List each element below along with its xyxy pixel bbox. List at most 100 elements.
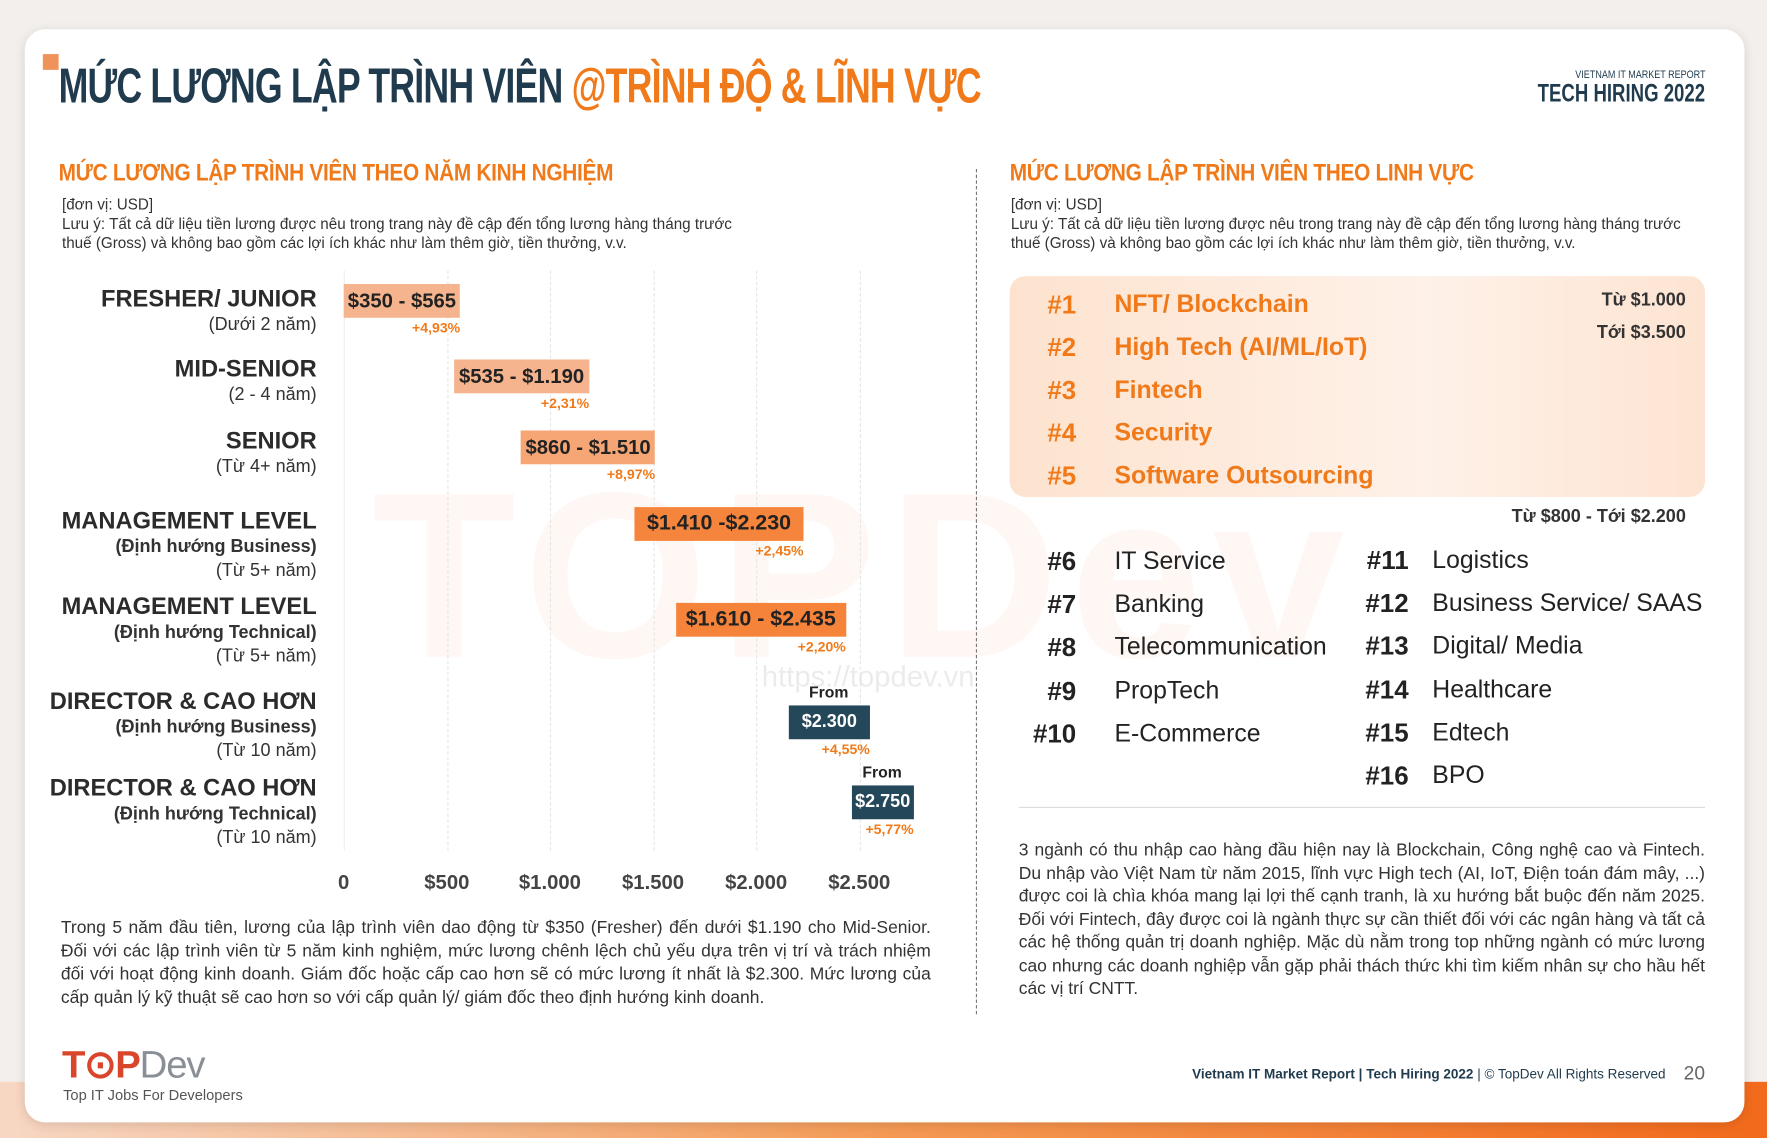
- level-name: MID-SENIOR: [174, 356, 317, 383]
- growth-percent: +4,55%: [821, 741, 870, 758]
- salary-range-bar: $860 - $1.510: [521, 430, 656, 465]
- industry-rank: #8: [1047, 632, 1077, 662]
- left-note: Lưu ý: Tất cả dữ liệu tiền lương được nê…: [61, 215, 732, 252]
- level-name: SENIOR: [225, 428, 317, 455]
- x-tick-label: $1.000: [518, 871, 581, 894]
- topdev-logo: T⊙PDev: [61, 1043, 206, 1087]
- level-name: MANAGEMENT LEVEL: [61, 508, 317, 535]
- industry-name: IT Service: [1114, 546, 1226, 575]
- gridline: [653, 270, 655, 851]
- industry-name: Digital/ Media: [1432, 631, 1583, 660]
- level-orientation: (Định hướng Business): [115, 537, 317, 557]
- gridline: [859, 270, 861, 851]
- row-label: DIRECTOR & CAO HƠN (Định hướng Technical)…: [50, 775, 317, 849]
- industry-name: Healthcare: [1432, 674, 1553, 703]
- industry-name: Software Outsourcing: [1114, 460, 1374, 490]
- level-years: (Từ 5+ năm): [215, 561, 317, 581]
- industry-rank: #4: [1047, 418, 1077, 448]
- level-name: FRESHER/ JUNIOR: [101, 286, 317, 313]
- gridline: [549, 270, 552, 851]
- x-tick-label: 0: [338, 871, 350, 894]
- from-label: From: [808, 682, 849, 701]
- industry-rank: #10: [1032, 718, 1077, 749]
- industry-name: Telecommunication: [1114, 632, 1327, 661]
- level-years: (Từ 10 năm): [216, 828, 317, 848]
- gridline: [446, 270, 448, 851]
- level-orientation: (Định hướng Technical): [113, 804, 317, 824]
- industry-name: E-Commerce: [1114, 718, 1261, 747]
- right-unit: [đơn vị: USD]: [1010, 196, 1102, 213]
- industry-name: PropTech: [1114, 675, 1220, 704]
- salary-range-bar: $2.300: [788, 705, 870, 740]
- growth-percent: +2,45%: [755, 543, 804, 559]
- right-paragraph: 3 ngành có thu nhập cao hàng đầu hiện na…: [1018, 840, 1705, 999]
- industry-rank: #11: [1366, 545, 1409, 575]
- industry-name: BPO: [1432, 760, 1485, 789]
- industry-name: High Tech (AI/ML/IoT): [1114, 332, 1368, 361]
- level-name: DIRECTOR & CAO HƠN: [49, 775, 317, 802]
- growth-percent: +2,31%: [540, 395, 590, 412]
- industry-rank: #16: [1365, 760, 1409, 790]
- top-industries-box: [1009, 276, 1705, 497]
- industry-rank: #13: [1365, 631, 1409, 661]
- industry-rank: #12: [1365, 588, 1409, 618]
- other-range: Từ $800 - Tới $2.200: [1511, 507, 1686, 527]
- industry-name: Banking: [1114, 589, 1205, 618]
- right-section-title: MỨC LƯƠNG LẬP TRÌNH VIÊN THEO LINH VỰC: [1009, 160, 1474, 186]
- row-label: MANAGEMENT LEVEL (Định hướng Business) (Từ…: [62, 508, 317, 582]
- level-years: (Từ 4+ năm): [215, 457, 317, 477]
- row-label: MANAGEMENT LEVEL (Định hướng Technical) (T…: [62, 594, 317, 668]
- gridline: [756, 270, 758, 851]
- x-tick-label: $2.000: [725, 871, 788, 894]
- gridline: [343, 270, 345, 851]
- x-tick-label: $1.500: [622, 871, 685, 894]
- level-name: DIRECTOR & CAO HƠN: [49, 688, 317, 715]
- top-range-to: Tới $3.500: [1596, 323, 1686, 343]
- industry-rank: #9: [1047, 675, 1077, 705]
- growth-percent: +2,20%: [797, 638, 846, 655]
- title-accent-square: [42, 54, 59, 70]
- logo-tagline: Top IT Jobs For Developers: [63, 1086, 243, 1104]
- level-name: MANAGEMENT LEVEL: [61, 593, 317, 620]
- left-unit: [đơn vị: USD]: [61, 196, 154, 213]
- level-years: (Dưới 2 năm): [208, 315, 317, 335]
- right-note: Lưu ý: Tất cả dữ liệu tiền lương được nê…: [1010, 215, 1681, 252]
- industry-rank: #15: [1365, 717, 1409, 747]
- industry-rank: #7: [1047, 589, 1077, 619]
- industry-rank: #2: [1047, 332, 1077, 362]
- industry-name: Logistics: [1432, 545, 1529, 574]
- watermark-url: https://topdev.vn: [761, 659, 975, 694]
- row-label: MID-SENIOR (2 - 4 năm): [175, 356, 317, 407]
- industry-name: NFT/ Blockchain: [1114, 289, 1309, 318]
- row-label: FRESHER/ JUNIOR (Dưới 2 năm): [101, 286, 317, 337]
- right-rule: [1018, 806, 1705, 808]
- industry-name: Security: [1114, 418, 1213, 447]
- left-paragraph: Trong 5 năm đầu tiên, lương của lập trìn…: [60, 918, 931, 1007]
- brand-line2: TECH HIRING 2022: [1537, 78, 1705, 108]
- growth-percent: +8,97%: [606, 466, 656, 483]
- industry-name: Edtech: [1432, 717, 1510, 746]
- level-years: (2 - 4 năm): [228, 385, 317, 405]
- top-range-from: Từ $1.000: [1601, 290, 1686, 310]
- level-orientation: (Định hướng Technical): [113, 623, 317, 643]
- brand-line1: VIETNAM IT MARKET REPORT: [1574, 68, 1705, 82]
- industry-rank: #1: [1047, 289, 1077, 319]
- from-label: From: [862, 762, 902, 781]
- industry-rank: #3: [1047, 375, 1077, 405]
- x-tick-label: $500: [424, 871, 470, 894]
- level-orientation: (Định hướng Business): [115, 717, 317, 737]
- salary-range-bar: $535 - $1.190: [454, 359, 590, 394]
- industry-name: Business Service/ SAAS: [1432, 588, 1703, 617]
- salary-range-bar: $2.750: [851, 785, 914, 820]
- page-number: 20: [1683, 1062, 1705, 1085]
- growth-percent: +5,77%: [865, 821, 914, 838]
- growth-percent: +4,93%: [412, 320, 461, 336]
- page-title: MỨC LƯƠNG LẬP TRÌNH VIÊN @TRÌNH ĐỘ & LĨN…: [58, 58, 982, 114]
- report-card: [24, 29, 1745, 1123]
- industry-rank: #14: [1365, 674, 1409, 704]
- section-divider: [975, 169, 978, 1015]
- salary-range-bar: $350 - $565: [343, 283, 461, 318]
- salary-range-bar: $1.410 -$2.230: [634, 507, 804, 541]
- level-years: (Từ 10 năm): [216, 741, 317, 761]
